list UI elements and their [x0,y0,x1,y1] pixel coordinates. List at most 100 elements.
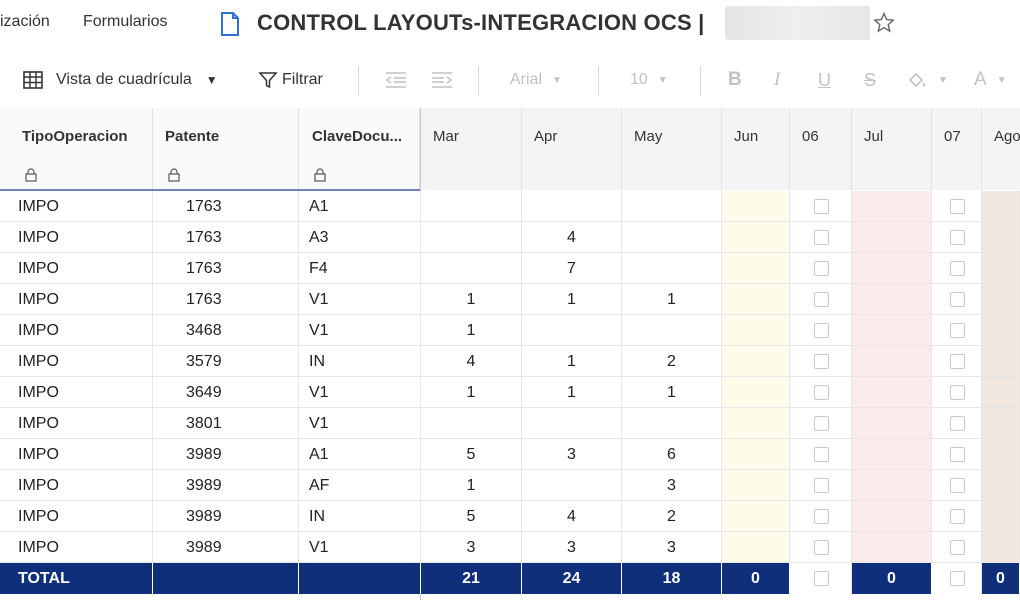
cell-extra[interactable] [982,501,1020,532]
cell-patente[interactable]: 3989 [153,470,299,501]
cell-extra[interactable] [790,532,852,563]
cell-extra[interactable] [722,470,790,501]
cell-may[interactable]: 3 [622,470,722,501]
cell-tipo[interactable]: IMPO [0,253,153,284]
cell-tipo[interactable]: IMPO [0,191,153,222]
cell-clave[interactable]: A1 [299,439,421,470]
cell-extra[interactable] [932,222,982,253]
cell-may[interactable] [622,408,722,439]
checkbox[interactable] [950,416,965,431]
cell-extra[interactable] [852,191,932,222]
cell-patente[interactable]: 3579 [153,346,299,377]
cell-extra[interactable] [722,346,790,377]
cell-tipo[interactable]: IMPO [0,315,153,346]
cell-extra[interactable] [932,532,982,563]
cell-may[interactable] [622,191,722,222]
cell-extra[interactable] [852,501,932,532]
table-row[interactable]: IMPO 1763 V1 1 1 1 [0,284,1020,315]
cell-may[interactable]: 2 [622,501,722,532]
cell-tipo[interactable]: IMPO [0,501,153,532]
cell-extra[interactable] [932,439,982,470]
cell-clave[interactable]: F4 [299,253,421,284]
table-row[interactable]: IMPO 3468 V1 1 [0,315,1020,346]
cell-extra[interactable] [852,408,932,439]
cell-extra[interactable] [932,501,982,532]
cell-apr[interactable]: 7 [522,253,622,284]
column-header-patente[interactable]: Patente [153,108,299,190]
cell-mar[interactable]: 3 [421,532,522,563]
cell-extra[interactable] [790,191,852,222]
cell-apr[interactable]: 4 [522,222,622,253]
grid-view-selector[interactable]: Vista de cuadrícula ▼ [22,52,218,108]
cell-extra[interactable] [852,377,932,408]
cell-patente[interactable]: 1763 [153,191,299,222]
cell-extra[interactable] [852,346,932,377]
checkbox[interactable] [950,292,965,307]
cell-extra[interactable] [722,191,790,222]
font-family-select[interactable]: Arial ▼ [510,52,562,108]
cell-mar[interactable] [421,253,522,284]
checkbox[interactable] [814,199,829,214]
cell-extra[interactable] [852,222,932,253]
underline-button[interactable]: U [818,52,831,108]
checkbox[interactable] [814,292,829,307]
checkbox[interactable] [814,230,829,245]
cell-apr[interactable]: 3 [522,439,622,470]
cell-extra[interactable] [722,439,790,470]
cell-mar[interactable] [421,408,522,439]
cell-clave[interactable]: AF [299,470,421,501]
checkbox[interactable] [950,447,965,462]
column-header-clave[interactable]: ClaveDocu... [299,108,420,190]
cell-extra[interactable] [852,439,932,470]
cell-extra[interactable] [790,501,852,532]
cell-patente[interactable]: 3649 [153,377,299,408]
cell-extra[interactable] [932,408,982,439]
cell-clave[interactable]: V1 [299,408,421,439]
cell-tipo[interactable]: IMPO [0,346,153,377]
cell-may[interactable]: 1 [622,284,722,315]
column-header-may[interactable]: May [622,108,722,190]
cell-mar[interactable]: 1 [421,470,522,501]
cell-clave[interactable]: V1 [299,284,421,315]
cell-patente[interactable]: 1763 [153,284,299,315]
column-header-tipo[interactable]: TipoOperacion [0,108,153,190]
cell-patente[interactable]: 1763 [153,253,299,284]
cell-extra[interactable] [932,346,982,377]
checkbox[interactable] [814,385,829,400]
table-row[interactable]: IMPO 1763 A3 4 [0,222,1020,253]
cell-apr[interactable]: 3 [522,532,622,563]
cell-tipo[interactable]: IMPO [0,222,153,253]
cell-tipo[interactable]: IMPO [0,532,153,563]
cell-extra[interactable] [790,408,852,439]
star-favorite-icon[interactable] [872,11,896,35]
outdent-button[interactable] [384,52,408,108]
cell-extra[interactable] [852,284,932,315]
cell-clave[interactable]: IN [299,346,421,377]
cell-extra[interactable] [982,377,1020,408]
cell-extra[interactable] [790,439,852,470]
text-color-button[interactable]: A ▼ [974,52,1007,108]
cell-may[interactable]: 1 [622,377,722,408]
filter-button[interactable]: Filtrar [258,52,323,108]
cell-extra[interactable] [982,346,1020,377]
cell-extra[interactable] [790,253,852,284]
table-row[interactable]: IMPO 3989 V1 3 3 3 [0,532,1020,563]
fill-color-button[interactable]: ▼ [906,52,948,108]
cell-apr[interactable]: 4 [522,501,622,532]
checkbox[interactable] [814,416,829,431]
table-row[interactable]: IMPO 3649 V1 1 1 1 [0,377,1020,408]
cell-mar[interactable]: 5 [421,439,522,470]
cell-extra[interactable] [790,377,852,408]
table-row[interactable]: IMPO 3989 A1 5 3 6 [0,439,1020,470]
checkbox[interactable] [950,509,965,524]
cell-patente[interactable]: 3989 [153,532,299,563]
table-row[interactable]: IMPO 1763 A1 [0,191,1020,222]
table-row[interactable]: IMPO 3989 IN 5 4 2 [0,501,1020,532]
checkbox[interactable] [814,447,829,462]
checkbox[interactable] [950,385,965,400]
cell-mar[interactable]: 1 [421,284,522,315]
cell-extra[interactable] [982,222,1020,253]
cell-patente[interactable]: 3989 [153,439,299,470]
table-row[interactable]: IMPO 3801 V1 [0,408,1020,439]
cell-mar[interactable]: 1 [421,315,522,346]
